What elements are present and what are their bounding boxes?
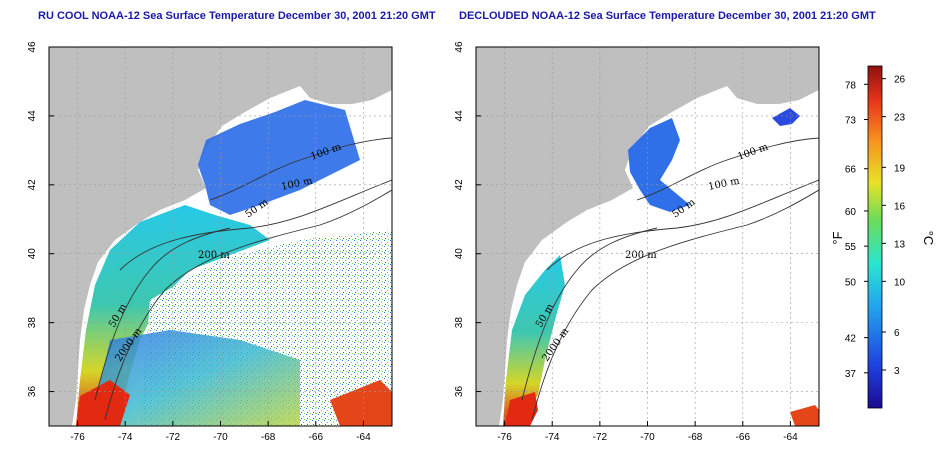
left-contour-200m xyxy=(119,179,392,271)
left-lon-tick-label: -64 xyxy=(356,432,371,443)
fahrenheit-tick-label: 42 xyxy=(845,334,857,345)
left-offshore-warm xyxy=(330,380,392,426)
right-contour-100m xyxy=(636,137,819,201)
fahrenheit-tick-label: 55 xyxy=(845,242,857,253)
colorbar-ticks: 26 23 19 16 13 10 6 3 78 73 66 60 55 50 42 37 xyxy=(845,75,906,380)
left-bathymetry-contours xyxy=(94,137,392,421)
fahrenheit-tick-label: 78 xyxy=(845,80,857,91)
left-lat-tick-label: 44 xyxy=(27,110,38,122)
right-gulf-stream-sst xyxy=(505,392,538,426)
right-contour-label-4: 200 m xyxy=(625,250,657,261)
celsius-tick-label: 3 xyxy=(894,366,900,377)
left-nova-scotia xyxy=(300,62,392,104)
right-lat-tick-label: 40 xyxy=(454,248,465,260)
right-contour-2000m xyxy=(531,189,819,421)
right-nova-scotia-sst xyxy=(772,108,800,126)
left-southern-sst xyxy=(90,330,300,426)
colorbar-fahrenheit-label: °F xyxy=(830,231,845,244)
left-axis-ticks: -76 -74 -72 -70 -68 -66 -64 36 38 40 42 44 46 xyxy=(27,41,371,443)
right-lon-tick-label: -70 xyxy=(640,432,655,443)
fahrenheit-tick-label: 50 xyxy=(845,277,857,288)
fahrenheit-tick-label: 60 xyxy=(845,207,857,218)
celsius-tick-label: 6 xyxy=(894,328,900,339)
left-lon-tick-label: -74 xyxy=(118,432,133,443)
left-lon-tick-label: -66 xyxy=(309,432,324,443)
right-land-mass xyxy=(476,47,819,426)
left-contour-50m xyxy=(94,227,231,401)
left-contour-2000m xyxy=(104,189,392,421)
celsius-tick-label: 23 xyxy=(894,113,906,124)
left-lon-tick-label: -72 xyxy=(166,432,181,443)
celsius-tick-label: 26 xyxy=(894,75,906,86)
left-contour-label-4: 200 m xyxy=(198,250,230,261)
right-map-panel: 100 m 100 m 50 m 200 m 50 m 2000 m -76 -7… xyxy=(454,41,820,443)
right-lon-tick-label: -66 xyxy=(736,432,751,443)
left-lon-tick-label: -70 xyxy=(213,432,228,443)
fahrenheit-tick-label: 37 xyxy=(845,369,857,380)
celsius-tick-label: 19 xyxy=(894,163,906,174)
colorbar-gradient xyxy=(867,65,883,409)
left-gridlines xyxy=(49,47,392,426)
left-lon-tick-label: -76 xyxy=(70,432,85,443)
left-lat-tick-label: 38 xyxy=(27,317,38,329)
left-gulf-of-maine-sst xyxy=(198,100,360,215)
right-bathymetry-contours xyxy=(521,137,819,421)
left-lat-tick-label: 46 xyxy=(27,41,38,53)
celsius-tick-label: 16 xyxy=(894,201,906,212)
fahrenheit-tick-label: 66 xyxy=(845,165,857,176)
left-panel-title: RU COOL NOAA-12 Sea Surface Temperature … xyxy=(38,10,436,22)
left-contour-100m xyxy=(209,137,392,201)
left-lat-tick-label: 36 xyxy=(27,386,38,398)
celsius-tick-label: 13 xyxy=(894,239,906,250)
colorbar: 26 23 19 16 13 10 6 3 78 73 66 60 55 50 42 37 °F °C xyxy=(830,65,936,409)
left-land-mass xyxy=(49,47,392,426)
right-lat-tick-label: 46 xyxy=(454,41,465,53)
right-panel-title: DECLOUDED NOAA-12 Sea Surface Temperatur… xyxy=(459,10,876,22)
celsius-tick-label: 10 xyxy=(894,277,906,288)
right-contour-50m xyxy=(521,227,658,401)
right-lat-tick-label: 42 xyxy=(454,179,465,191)
colorbar-celsius-label: °C xyxy=(921,231,936,246)
right-lon-tick-label: -72 xyxy=(593,432,608,443)
right-nova-scotia xyxy=(727,62,819,104)
right-axis-ticks: -76 -74 -72 -70 -68 -66 -64 36 38 40 42 44 46 xyxy=(454,41,798,443)
right-lat-tick-label: 38 xyxy=(454,317,465,329)
right-lat-tick-label: 44 xyxy=(454,110,465,122)
right-lon-tick-label: -64 xyxy=(783,432,798,443)
left-lat-tick-label: 40 xyxy=(27,248,38,260)
right-gridlines xyxy=(476,47,819,426)
right-lat-tick-label: 36 xyxy=(454,386,465,398)
left-lon-tick-label: -68 xyxy=(261,432,276,443)
right-lon-tick-label: -76 xyxy=(497,432,512,443)
right-offshore-warm xyxy=(790,405,819,426)
left-map-panel: 100 m 100 m 50 m 200 m 50 m 2000 m -76 -7… xyxy=(27,41,393,443)
right-gulf-of-maine-sst xyxy=(628,118,690,212)
right-contour-200m xyxy=(546,179,819,271)
right-lon-tick-label: -68 xyxy=(688,432,703,443)
right-lon-tick-label: -74 xyxy=(545,432,560,443)
left-lat-tick-label: 42 xyxy=(27,179,38,191)
right-shelf-water-sst xyxy=(503,255,565,426)
fahrenheit-tick-label: 73 xyxy=(845,115,857,126)
